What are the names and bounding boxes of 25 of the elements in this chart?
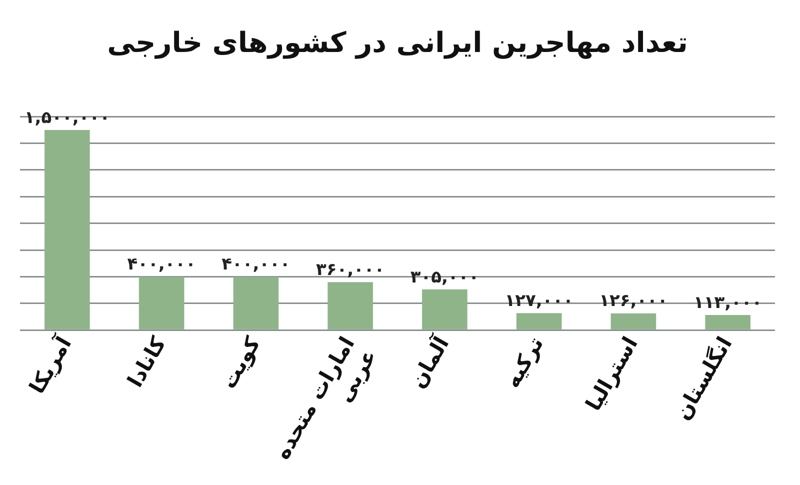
data-label: ۴۰۰,۰۰۰ — [222, 254, 290, 275]
x-tick-label: آلمان — [404, 330, 454, 392]
bar — [328, 282, 373, 330]
data-label: ۱,۵۰۰,۰۰۰ — [24, 108, 110, 128]
x-tick-label: امارات متحده عربی — [270, 332, 382, 464]
bar — [516, 313, 562, 330]
x-tick-label: استرالیا — [581, 332, 644, 416]
bar — [44, 130, 90, 330]
bar — [610, 313, 656, 330]
x-tick-label: کویت — [216, 332, 266, 394]
bar — [422, 289, 468, 330]
data-label: ۱۱۳,۰۰۰ — [693, 292, 762, 313]
chart-title: تعداد مهاجرین ایرانی در کشورهای خارجی — [107, 26, 688, 60]
data-label: ۱۲۶,۰۰۰ — [599, 291, 668, 312]
data-label: ۳۰۵,۰۰۰ — [410, 267, 480, 288]
data-label: ۴۰۰,۰۰۰ — [127, 254, 196, 275]
bar — [138, 276, 184, 330]
data-label: ۳۶۰,۰۰۰ — [316, 260, 385, 280]
x-tick-label: کانادا — [122, 332, 172, 392]
x-tick-label: آمریکا — [23, 330, 78, 398]
x-tick-label: ترکیه — [500, 332, 549, 392]
bar — [233, 276, 279, 330]
data-label: ۱۲۷,۰۰۰ — [504, 291, 574, 312]
bar — [705, 315, 750, 330]
x-tick-label: انگلستان — [669, 332, 737, 424]
